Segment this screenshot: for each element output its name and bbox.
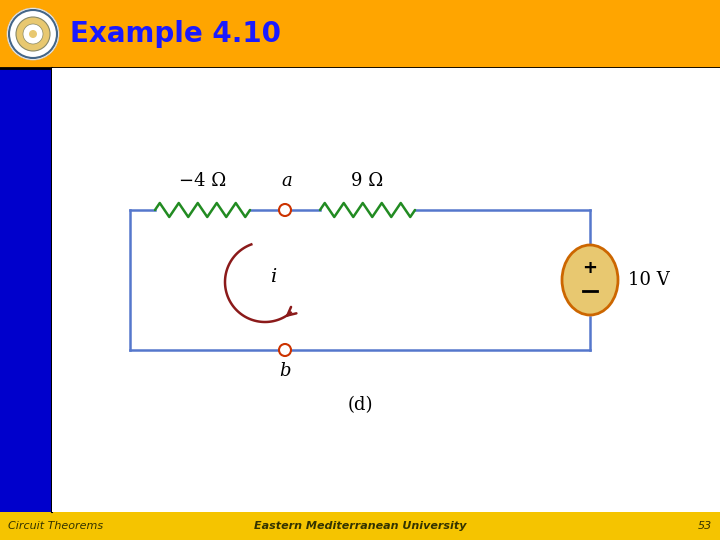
Text: Eastern Mediterranean University: Eastern Mediterranean University: [253, 521, 467, 531]
Text: 9 Ω: 9 Ω: [351, 172, 384, 190]
Text: 10 V: 10 V: [628, 271, 670, 289]
Circle shape: [279, 204, 291, 216]
Bar: [0, 0, 720, 68]
Text: i: i: [270, 268, 276, 286]
Text: b: b: [279, 362, 291, 380]
Text: 53: 53: [698, 521, 712, 531]
Text: Example 4.10: Example 4.10: [70, 20, 281, 48]
Text: a: a: [282, 172, 292, 190]
Circle shape: [16, 17, 50, 51]
Circle shape: [29, 30, 37, 38]
Bar: [52, 68, 720, 512]
Bar: [0, 68, 52, 512]
Bar: [0, 512, 720, 540]
Ellipse shape: [562, 245, 618, 315]
Circle shape: [7, 8, 59, 60]
Text: +: +: [582, 259, 598, 277]
Circle shape: [279, 344, 291, 356]
Text: (d): (d): [347, 396, 373, 414]
Circle shape: [23, 24, 43, 44]
Text: Circuit Theorems: Circuit Theorems: [8, 521, 103, 531]
Text: −4 Ω: −4 Ω: [179, 172, 226, 190]
